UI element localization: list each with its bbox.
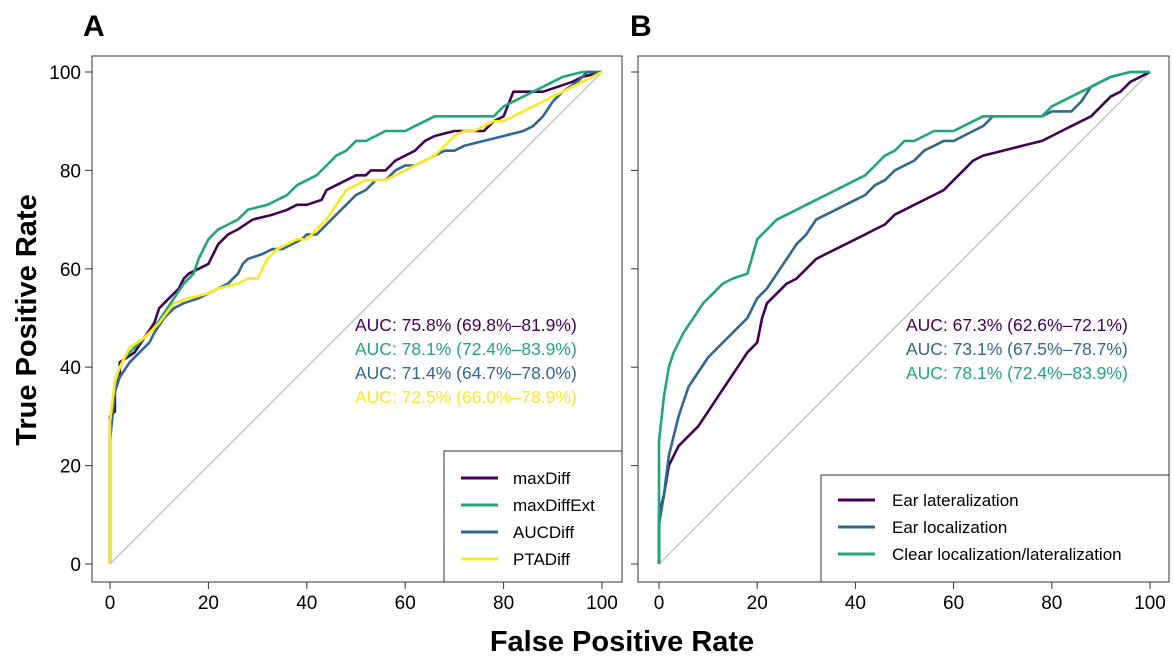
- panel-b-diagonal: [658, 71, 1151, 565]
- auc-annotation: AUC: 78.1% (72.4%–83.9%): [906, 363, 1128, 383]
- legend-entry: Ear lateralization: [892, 491, 1019, 510]
- panel-b-x-tick-label: 60: [943, 593, 964, 614]
- panel-a-y-tick-label: 80: [60, 161, 81, 182]
- panel-a-y-tick-label: 40: [60, 358, 81, 379]
- auc-annotation: AUC: 72.5% (66.0%–78.9%): [355, 387, 577, 407]
- panel-a-legend: maxDiff maxDiffExt AUCDiff PTADiff: [443, 450, 623, 583]
- panel-a-x-tick-label: 80: [493, 593, 514, 614]
- roc-curve-ear-lateralization: [657, 70, 1151, 564]
- panel-b-x-tick-label: 40: [845, 593, 866, 614]
- roc-curve-clear-localization-lateralization: [657, 70, 1150, 564]
- panel-a-x-tick-label: 100: [586, 593, 618, 614]
- panel-a-y-ticks: 0 20 40 60 80 100: [49, 63, 92, 576]
- panel-b: B 0 20 40 60 80 100 AUC: 67.3% (62.6%–72.1%)A…: [630, 10, 1170, 614]
- panel-a-y-tick-label: 0: [70, 555, 81, 576]
- panel-a-x-ticks: 0 20 40 60 80 100: [105, 582, 618, 614]
- panel-b-curves: [657, 70, 1151, 564]
- auc-annotation: AUC: 67.3% (62.6%–72.1%): [906, 315, 1128, 335]
- panel-a-plot-border: [91, 55, 623, 583]
- legend-entry: AUCDiff: [513, 523, 574, 542]
- auc-annotation: AUC: 75.8% (69.8%–81.9%): [355, 315, 577, 335]
- panel-a-x-tick-label: 0: [105, 593, 116, 614]
- panel-a-x-tick-label: 60: [395, 593, 416, 614]
- panel-b-y-ticks: [631, 71, 638, 565]
- roc-curve-maxdiffext: [108, 70, 602, 564]
- roc-curve-ptadiff: [108, 70, 603, 564]
- panel-a-y-tick-label: 60: [60, 260, 81, 281]
- panel-b-auc-annotations: AUC: 67.3% (62.6%–72.1%) AUC: 73.1% (67.5…: [906, 315, 1128, 383]
- panel-b-x-tick-label: 20: [747, 593, 768, 614]
- panel-a-auc-annotations: AUC: 75.8% (69.8%–81.9%) AUC: 78.1% (72.4…: [355, 315, 577, 407]
- panel-a-x-tick-label: 40: [296, 593, 317, 614]
- panel-b-x-tick-label: 0: [654, 593, 665, 614]
- y-axis-title: True Positive Rate: [11, 194, 43, 445]
- legend-box: [820, 474, 1170, 583]
- panel-b-x-tick-label: 80: [1041, 593, 1062, 614]
- panel-a-label: A: [83, 10, 105, 43]
- legend-entry: maxDiffExt: [513, 496, 595, 515]
- panel-a-curves: [108, 70, 603, 564]
- auc-annotation: AUC: 73.1% (67.5%–78.7%): [906, 339, 1128, 359]
- panel-b-legend: Ear lateralization Ear localization Clear …: [820, 474, 1170, 583]
- auc-annotation: AUC: 78.1% (72.4%–83.9%): [355, 339, 577, 359]
- panel-a-x-tick-label: 20: [198, 593, 219, 614]
- panel-a-y-tick-label: 20: [60, 457, 81, 478]
- auc-annotation: AUC: 71.4% (64.7%–78.0%): [355, 363, 577, 383]
- roc-curve-aucdiff: [108, 70, 602, 564]
- panel-b-x-tick-label: 100: [1134, 593, 1166, 614]
- panel-b-x-ticks: 0 20 40 60 80 100: [654, 582, 1166, 614]
- panel-a-diagonal: [109, 71, 603, 565]
- legend-entry: Ear localization: [892, 518, 1007, 537]
- panel-b-label: B: [630, 10, 652, 43]
- panel-a-y-tick-label: 100: [49, 63, 81, 84]
- panel-a: A 0 20 40 60 80 100 0 20 40 60 80 100 AUC: 75.8% (…: [49, 10, 623, 614]
- legend-entry: maxDiff: [513, 469, 571, 488]
- x-axis-title: False Positive Rate: [490, 626, 754, 658]
- legend-entry: Clear localization/lateralization: [892, 545, 1122, 564]
- legend-entry: PTADiff: [513, 550, 570, 569]
